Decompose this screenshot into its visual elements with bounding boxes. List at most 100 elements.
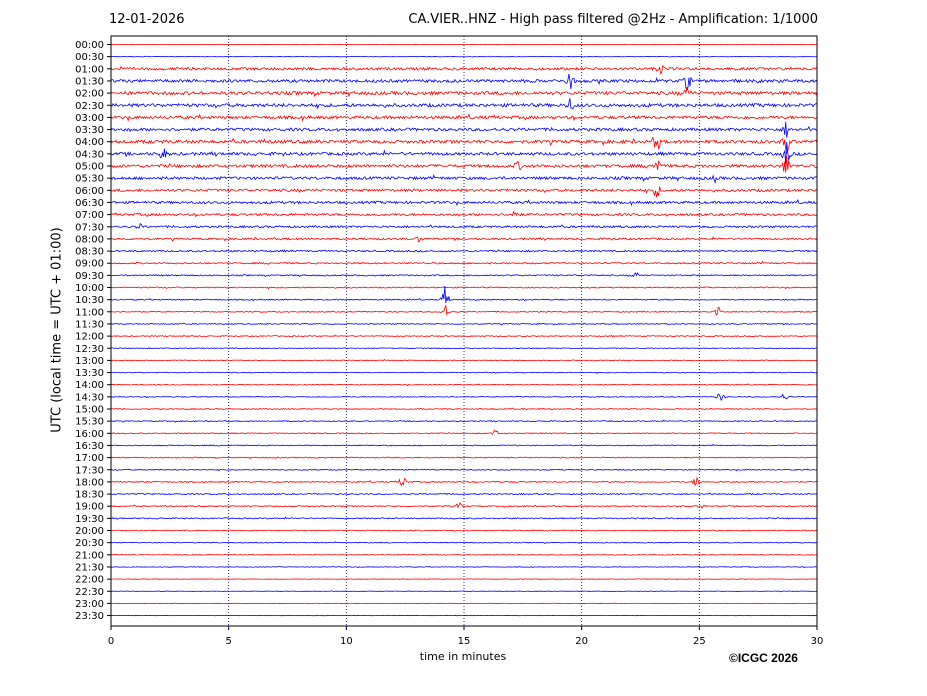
y-tick-label: 13:30 bbox=[75, 368, 104, 379]
trace-0030 bbox=[110, 55, 818, 58]
trace-0430 bbox=[110, 141, 818, 165]
trace-1130 bbox=[110, 322, 818, 326]
trace-2230 bbox=[110, 590, 818, 593]
trace-0130 bbox=[110, 73, 818, 91]
y-tick-label: 04:30 bbox=[75, 149, 104, 160]
vertical-grid bbox=[228, 36, 700, 626]
trace-0330 bbox=[110, 121, 818, 138]
y-tick-label: 03:00 bbox=[75, 113, 104, 124]
y-tick-label: 19:30 bbox=[75, 514, 104, 525]
trace-0530 bbox=[110, 174, 818, 185]
trace-1100 bbox=[110, 304, 818, 316]
trace-1030 bbox=[110, 286, 818, 304]
trace-1730 bbox=[110, 468, 818, 472]
y-tick-label: 01:30 bbox=[75, 76, 104, 87]
y-tick-label: 15:00 bbox=[75, 405, 104, 416]
y-tick-label: 05:00 bbox=[75, 162, 104, 173]
y-tick-label: 23:30 bbox=[75, 611, 104, 622]
x-tick-label: 0 bbox=[108, 636, 114, 647]
y-tick-label: 02:30 bbox=[75, 101, 104, 112]
y-tick-label: 09:00 bbox=[75, 259, 104, 270]
trace-0600 bbox=[110, 186, 818, 198]
trace-0400 bbox=[110, 136, 818, 154]
y-tick-label: 04:00 bbox=[75, 137, 104, 148]
y-tick-label: 14:00 bbox=[75, 380, 104, 391]
trace-0730 bbox=[110, 222, 818, 229]
y-tick-label: 00:30 bbox=[75, 52, 104, 63]
y-tick-label: 10:30 bbox=[75, 295, 104, 306]
x-tick-label: 25 bbox=[693, 636, 706, 647]
date-label: 12-01-2026 bbox=[109, 12, 185, 27]
trace-0830 bbox=[110, 249, 818, 253]
y-tick-label: 20:30 bbox=[75, 538, 104, 549]
y-tick-label: 06:00 bbox=[75, 186, 104, 197]
y-tick-label: 16:30 bbox=[75, 441, 104, 452]
trace-1600 bbox=[110, 429, 818, 436]
y-tick-label: 10:00 bbox=[75, 283, 104, 294]
trace-0300 bbox=[110, 113, 818, 122]
y-tick-label: 08:30 bbox=[75, 247, 104, 258]
trace-1800 bbox=[110, 476, 818, 487]
y-tick-label: 01:00 bbox=[75, 64, 104, 75]
y-tick-label: 17:30 bbox=[75, 465, 104, 476]
trace-1930 bbox=[110, 516, 818, 520]
y-tick-label: 12:00 bbox=[75, 332, 104, 343]
y-tick-label: 11:00 bbox=[75, 307, 104, 318]
x-tick-label: 20 bbox=[575, 636, 588, 647]
trace-0230 bbox=[110, 98, 818, 110]
y-tick-label: 22:00 bbox=[75, 575, 104, 586]
y-tick-label: 07:00 bbox=[75, 210, 104, 221]
y-tick-label: 18:30 bbox=[75, 490, 104, 501]
x-tick-label: 15 bbox=[458, 636, 471, 647]
trace-1630 bbox=[110, 443, 818, 447]
trace-1300 bbox=[110, 359, 818, 362]
trace-2300 bbox=[110, 602, 818, 605]
trace-1200 bbox=[110, 334, 818, 338]
y-tick-label: 05:30 bbox=[75, 174, 104, 185]
x-axis-label: time in minutes bbox=[419, 650, 507, 663]
y-tick-label: 14:30 bbox=[75, 392, 104, 403]
trace-1330 bbox=[110, 371, 818, 374]
y-tick-label: 21:30 bbox=[75, 562, 104, 573]
y-tick-label: 00:00 bbox=[75, 40, 104, 51]
trace-0630 bbox=[110, 198, 818, 207]
trace-1230 bbox=[110, 347, 818, 350]
trace-1400 bbox=[110, 383, 818, 387]
trace-0100 bbox=[110, 65, 818, 75]
y-tick-label: 03:30 bbox=[75, 125, 104, 136]
trace-1700 bbox=[110, 456, 818, 460]
y-tick-label: 19:00 bbox=[75, 502, 104, 513]
y-tick-label: 11:30 bbox=[75, 319, 104, 330]
y-tick-label: 18:00 bbox=[75, 477, 104, 488]
trace-2130 bbox=[110, 565, 817, 569]
trace-1430 bbox=[110, 393, 818, 402]
trace-2200 bbox=[110, 578, 818, 580]
y-tick-label: 16:00 bbox=[75, 429, 104, 440]
y-tick-label: 07:30 bbox=[75, 222, 104, 233]
trace-1830 bbox=[110, 492, 818, 496]
trace-0900 bbox=[110, 260, 818, 265]
y-axis-label: UTC (local time = UTC + 01:00) bbox=[49, 227, 65, 433]
y-tick-label: 02:00 bbox=[75, 89, 104, 100]
y-tick-label: 21:00 bbox=[75, 550, 104, 561]
y-tick-label: 09:30 bbox=[75, 271, 104, 282]
y-tick-label: 17:00 bbox=[75, 453, 104, 464]
chart-title: CA.VIER..HNZ - High pass filtered @2Hz -… bbox=[408, 12, 818, 27]
y-tick-label: 20:00 bbox=[75, 526, 104, 537]
trace-0700 bbox=[110, 210, 818, 218]
y-tick-label: 13:00 bbox=[75, 356, 104, 367]
x-axis-ticks: 0 5 10 15 20 25 30 bbox=[108, 626, 824, 647]
y-tick-label: 23:00 bbox=[75, 599, 104, 610]
trace-1530 bbox=[110, 419, 818, 423]
trace-1500 bbox=[110, 407, 818, 411]
trace-2100 bbox=[110, 554, 818, 556]
copyright-label: ©ICGC 2026 bbox=[729, 651, 798, 665]
y-tick-label: 08:00 bbox=[75, 234, 104, 245]
trace-0800 bbox=[110, 236, 818, 243]
trace-0500 bbox=[110, 156, 818, 173]
trace-1900 bbox=[110, 501, 818, 510]
x-tick-label: 30 bbox=[811, 636, 824, 647]
x-tick-label: 5 bbox=[225, 636, 231, 647]
